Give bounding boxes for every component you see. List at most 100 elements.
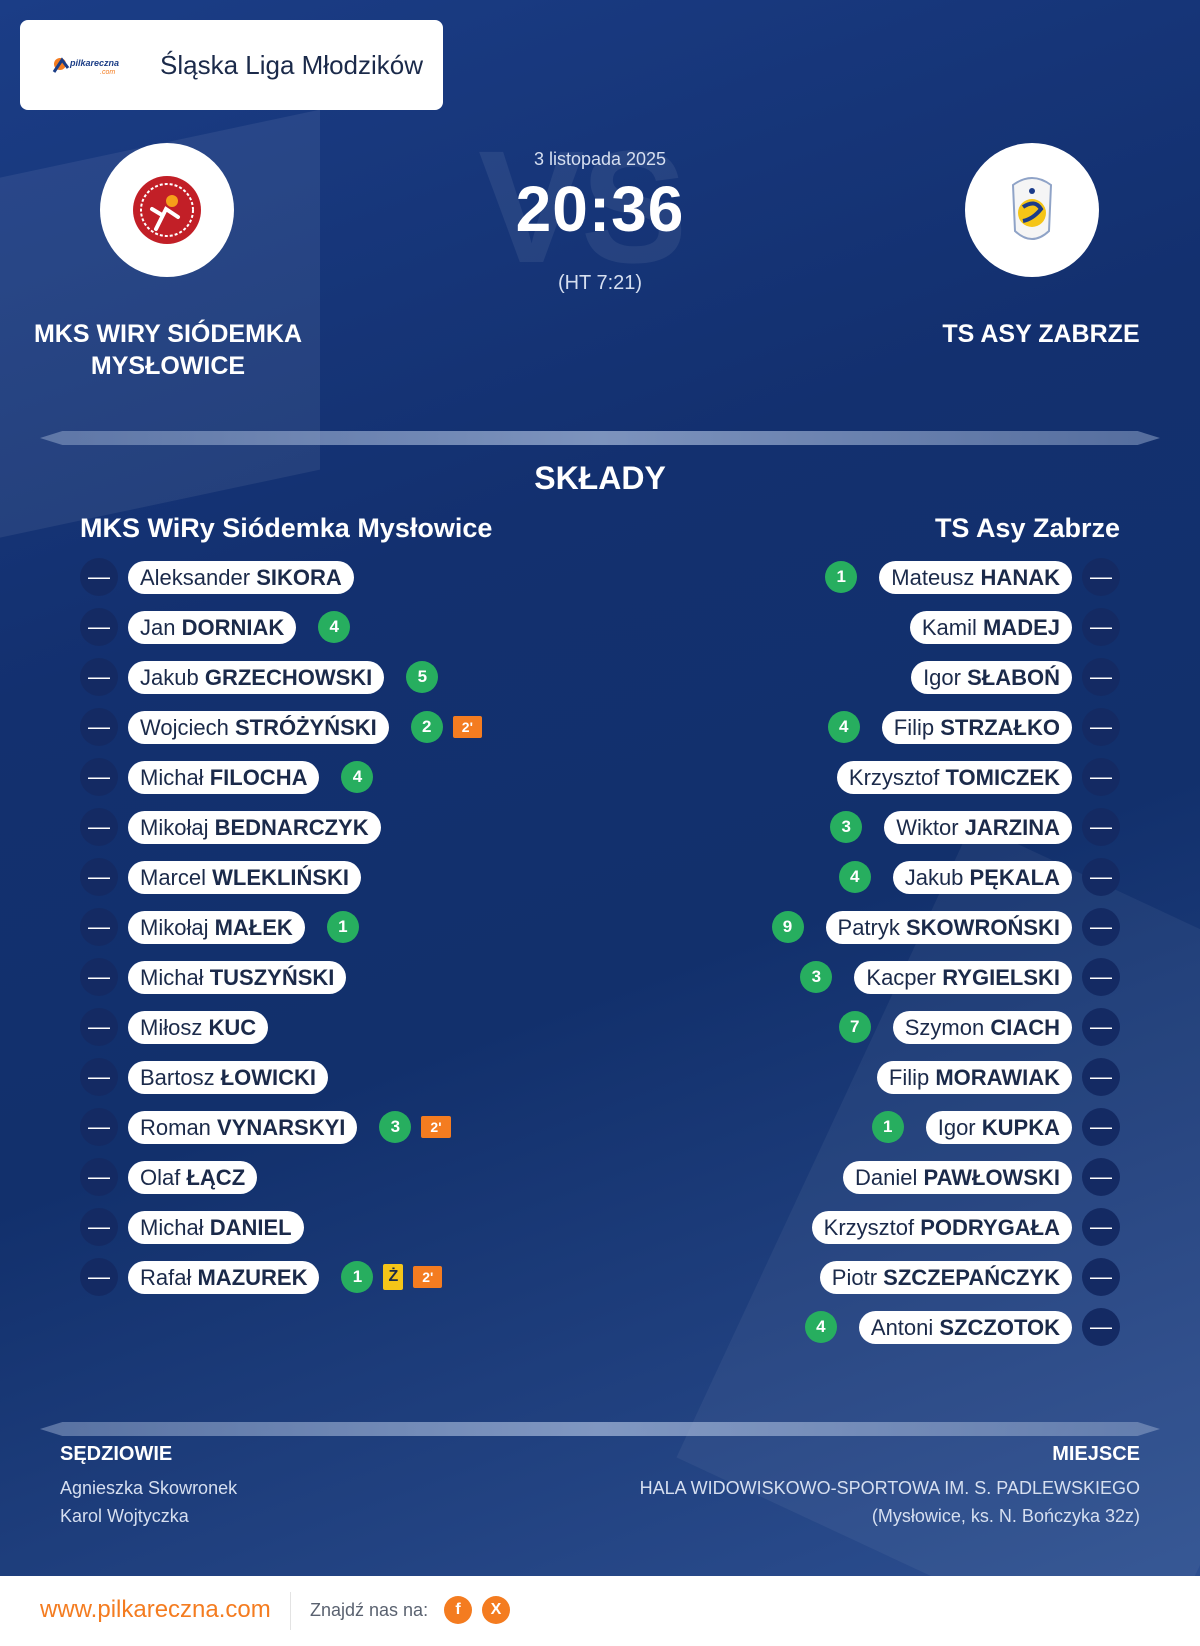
- player-row: — Aleksander SIKORA: [80, 558, 354, 596]
- venue-name: HALA WIDOWISKOWO-SPORTOWA IM. S. PADLEWS…: [639, 1478, 1140, 1498]
- player-number: —: [1082, 758, 1120, 796]
- player-last-name: TUSZYŃSKI: [209, 964, 335, 990]
- player-stats: 2 2': [410, 711, 482, 743]
- goals-badge: 7: [838, 1011, 871, 1043]
- goals-badge: 3: [379, 1111, 412, 1143]
- site-link[interactable]: www.pilkareczna.com: [40, 1596, 271, 1623]
- player-stats: 1: [825, 561, 858, 593]
- player-name: Krzysztof TOMICZEK: [836, 760, 1072, 794]
- player-last-name: HANAK: [980, 564, 1060, 590]
- player-name: Michał DANIEL: [128, 1210, 304, 1244]
- player-last-name: SIKORA: [256, 564, 342, 590]
- player-stats: 1: [326, 911, 359, 943]
- footer-separator: [290, 1592, 291, 1630]
- player-first-name: Mikołaj: [140, 814, 209, 840]
- player-number: —: [1082, 1058, 1120, 1096]
- home-team-crest: [100, 143, 234, 277]
- player-first-name: Miłosz: [140, 1014, 203, 1040]
- pilkareczna-logo: pilkareczna .com: [52, 57, 119, 76]
- player-name: Wiktor JARZINA: [884, 810, 1072, 844]
- player-number: —: [80, 1158, 118, 1196]
- player-name: Filip STRZAŁKO: [881, 710, 1072, 744]
- divider: [40, 431, 1160, 445]
- player-number: —: [1082, 908, 1120, 946]
- player-number: —: [80, 1258, 118, 1296]
- player-row: — Olaf ŁĄCZ: [80, 1158, 258, 1196]
- facebook-icon[interactable]: f: [444, 1596, 472, 1624]
- player-row: — Kamil MADEJ: [909, 608, 1120, 646]
- player-first-name: Mikołaj: [140, 914, 209, 940]
- referee-name: Agnieszka Skowronek: [60, 1478, 238, 1498]
- player-row: — Piotr SZCZEPAŃCZYK: [819, 1258, 1120, 1296]
- player-last-name: DANIEL: [209, 1214, 292, 1240]
- player-number: —: [1082, 1308, 1120, 1346]
- player-number: —: [80, 1058, 118, 1096]
- player-first-name: Igor: [923, 664, 961, 690]
- player-first-name: Antoni: [870, 1314, 934, 1340]
- player-first-name: Igor: [937, 1114, 976, 1140]
- player-last-name: DORNIAK: [181, 614, 285, 640]
- player-number: —: [80, 1108, 118, 1146]
- goals-badge: 3: [800, 961, 833, 993]
- player-first-name: Olaf: [140, 1164, 181, 1190]
- player-stats: 1: [871, 1111, 904, 1143]
- player-row: — Bartosz ŁOWICKI: [80, 1058, 329, 1096]
- player-name: Wojciech STRÓŻYŃSKI: [128, 710, 389, 744]
- player-name: Marcel WLEKLIŃSKI: [128, 860, 362, 894]
- match-score: 20:36: [515, 173, 685, 245]
- player-row: — Michał DANIEL: [80, 1208, 304, 1246]
- player-stats: 4: [827, 711, 860, 743]
- x-icon[interactable]: X: [482, 1596, 510, 1624]
- player-last-name: MAŁEK: [214, 914, 293, 940]
- player-row: — Wojciech STRÓŻYŃSKI 2 2': [80, 708, 482, 746]
- player-name: Igor KUPKA: [925, 1110, 1072, 1144]
- player-number: —: [80, 808, 118, 846]
- player-first-name: Jan: [140, 614, 176, 640]
- player-stats: 7: [838, 1011, 871, 1043]
- player-last-name: SZCZOTOK: [939, 1314, 1060, 1340]
- player-last-name: WLEKLIŃSKI: [212, 864, 350, 890]
- player-number: —: [80, 1208, 118, 1246]
- player-number: —: [80, 708, 118, 746]
- player-first-name: Jakub: [904, 864, 964, 890]
- player-name: Jan DORNIAK: [128, 610, 297, 644]
- referee-name: Karol Wojtyczka: [60, 1506, 189, 1526]
- goals-badge: 1: [341, 1261, 374, 1293]
- player-name: Rafał MAZUREK: [128, 1260, 320, 1294]
- home-team-name: MKS WIRY SIÓDEMKA MYSŁOWICE: [33, 320, 303, 380]
- player-row: — Rafał MAZUREK 1 Ż 2': [80, 1258, 443, 1296]
- player-first-name: Jakub: [140, 664, 199, 690]
- player-first-name: Kamil: [921, 614, 977, 640]
- player-first-name: Michał: [140, 964, 204, 990]
- player-number: —: [80, 658, 118, 696]
- referees-label: SĘDZIOWIE: [60, 1443, 173, 1465]
- player-last-name: VYNARSKYI: [217, 1114, 346, 1140]
- player-last-name: ŁĄCZ: [186, 1164, 246, 1190]
- player-stats: 3 2': [379, 1111, 451, 1143]
- player-row: — Miłosz KUC: [80, 1008, 269, 1046]
- away-team-name: TS ASY ZABRZE: [942, 320, 1140, 348]
- goals-badge: 4: [318, 611, 351, 643]
- player-row: — Kacper RYGIELSKI 3: [800, 958, 1120, 996]
- referees: SĘDZIOWIE Agnieszka Skowronek Karol Wojt…: [60, 1443, 237, 1530]
- league-name: Śląska Liga Młodzików: [160, 50, 424, 80]
- match-date: 3 listopada 2025: [533, 149, 667, 169]
- footer-bar: www.pilkareczna.com Znajdź nas na: f X: [0, 1576, 1200, 1646]
- player-first-name: Aleksander: [140, 564, 251, 590]
- player-first-name: Filip: [893, 714, 935, 740]
- suspension-badge: 2': [413, 1266, 443, 1288]
- goals-badge: 1: [326, 911, 359, 943]
- goals-badge: 4: [827, 711, 860, 743]
- league-header: pilkareczna .com Śląska Liga Młodzików: [20, 20, 443, 110]
- player-first-name: Michał: [140, 1214, 204, 1240]
- player-first-name: Kacper: [866, 964, 937, 990]
- player-name: Bartosz ŁOWICKI: [128, 1060, 329, 1094]
- player-name: Antoni SZCZOTOK: [858, 1310, 1072, 1344]
- player-number: —: [80, 558, 118, 596]
- player-number: —: [1082, 608, 1120, 646]
- goals-badge: 3: [830, 811, 863, 843]
- player-name: Mateusz HANAK: [879, 560, 1072, 594]
- player-row: — Filip MORAWIAK: [876, 1058, 1120, 1096]
- player-last-name: MORAWIAK: [935, 1064, 1060, 1090]
- goals-badge: 5: [406, 661, 439, 693]
